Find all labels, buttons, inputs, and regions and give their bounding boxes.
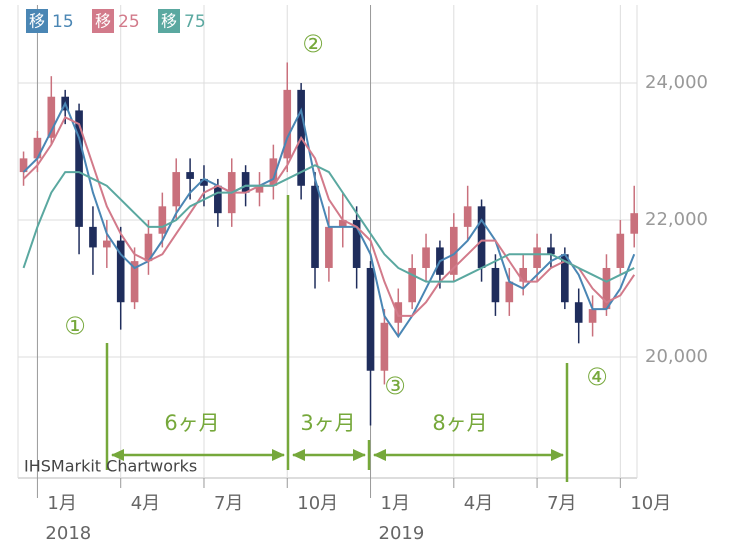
x-tick-label: 1月 [47,493,76,514]
candle-body [158,206,167,234]
legend-label: 15 [52,12,74,32]
x-tick-label: 1月 [381,493,410,514]
y-tick-label: 22,000 [645,209,708,230]
arrow-head [272,449,285,461]
arrow-head [373,449,386,461]
arrow-head [551,449,564,461]
x-tick-label: 4月 [131,493,160,514]
moving-average-line [22,164,635,283]
arrow-head [292,449,305,461]
candle-body [366,267,375,371]
candle-body [491,267,500,303]
moving-average-line [22,101,636,339]
candle-body [311,185,319,268]
candle-body [616,233,625,268]
annotation: ① [64,312,86,340]
candle-body [241,172,250,193]
candle-body [47,96,56,138]
candle-body [214,185,222,214]
candle-body [338,220,347,227]
candle-body [200,178,208,186]
candle-body [477,206,486,268]
candle-body [19,158,28,173]
legend-badge: 移 [95,12,111,31]
x-tick-label: 10月 [630,493,671,514]
candle-body [574,302,583,323]
candle-body [255,185,264,193]
candle-body [547,247,555,255]
candle-body [463,206,472,227]
x-tick-label: 10月 [297,493,338,514]
candle-body [630,213,639,234]
annotation-label: 8ヶ月 [432,411,487,435]
watermark: IHSMarkit Chartworks [24,457,197,476]
legend-badge: 移 [29,12,45,31]
candle-body [186,172,194,179]
candle-body [588,309,597,323]
marks-layer: 移 15 移 25 移 75 [19,9,639,426]
candle-body [533,247,541,268]
legend-badge: 移 [161,12,177,31]
x-tick-label: 7月 [547,493,576,514]
candle-body [449,226,458,275]
legend-badge-bg [158,9,180,33]
arrows [105,195,569,482]
arrow-head [353,449,366,461]
legend-badge-bg [26,9,48,33]
legend-label: 75 [184,12,206,32]
x-tick-label: 7月 [214,493,243,514]
year-label: 2019 [379,523,425,544]
candle-body [602,267,611,310]
annotation-layer: ① ② ③ ④ 6ヶ月 3ヶ月 8ヶ月 IHSMarkit Chartworks [24,30,608,482]
candle-body [325,226,333,268]
candle-body [505,281,514,303]
annotation: ④ [586,363,608,391]
candle-body [144,233,153,262]
candle-body [172,172,181,207]
candle-body [394,302,403,323]
candle-body [283,89,292,159]
annotation-label: 3ヶ月 [300,411,355,435]
y-tick-label: 24,000 [645,72,708,93]
candle-body [116,240,125,303]
candle-body [269,158,278,186]
candle-body [380,322,389,371]
candle-body [561,254,569,303]
candle-body [352,220,361,268]
arrow-head [111,449,124,461]
candle-body [130,261,139,303]
candle-body [408,267,416,303]
annotation-label: 6ヶ月 [164,411,219,435]
candle-body [75,110,83,227]
moving-average-line [22,115,636,317]
x-tick-label: 4月 [464,493,493,514]
year-label: 2018 [45,523,91,544]
legend-badge-bg [92,9,114,33]
legend-label: 25 [118,12,140,32]
candle-body [422,247,430,268]
annotation: ② [302,30,324,58]
y-tick-label: 20,000 [645,346,708,367]
candle-body [89,226,97,248]
annotation: ③ [384,372,406,400]
candle-body [33,137,42,159]
candle-body [519,267,528,282]
candle-body [103,240,111,248]
